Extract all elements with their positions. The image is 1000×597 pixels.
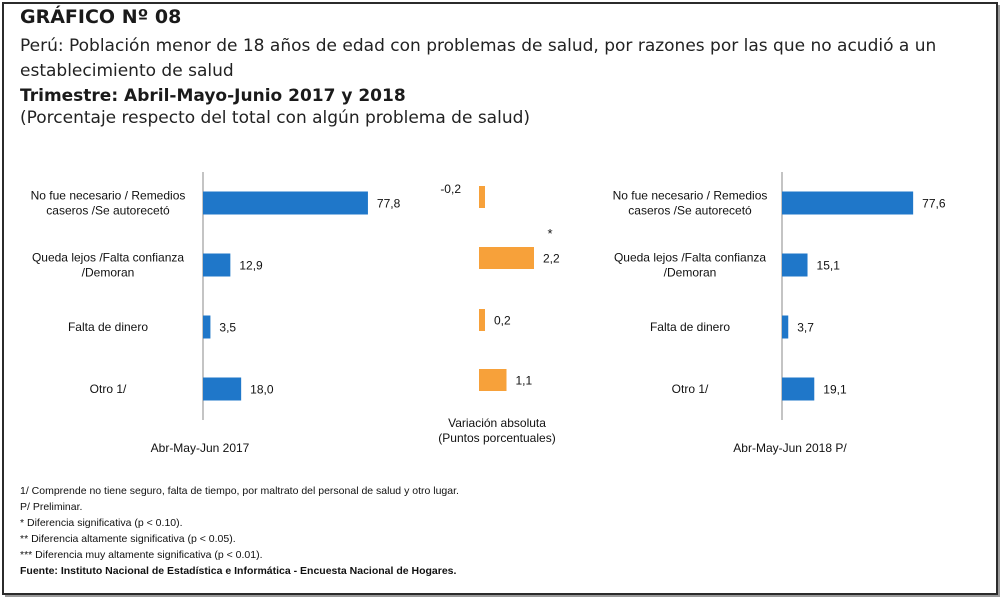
panel-0-category-label: Otro 1/ [90,382,127,396]
figure-units: (Porcentaje respecto del total con algún… [20,108,531,128]
panel-0-category-label: Queda lejos /Falta confianza [32,251,184,265]
panel-2-bar [782,377,815,401]
panel-2-bar [782,315,789,339]
figure-header: GRÁFICO Nº 08 Perú: Población menor de 1… [20,6,980,128]
panel-0-data-label: 77,8 [377,197,401,211]
figure-number: GRÁFICO Nº 08 [20,6,182,28]
panel-2-data-label: 3,7 [797,321,814,335]
figure-period: Trimestre: Abril-Mayo-Junio 2017 y 2018 [20,86,406,106]
footnote-2: P/ Preliminar. [20,501,83,513]
panel-0-category-label: Falta de dinero [68,320,148,334]
panel-2-period-label: Abr-May-Jun 2018 P/ [733,441,847,455]
variation-bar [479,186,485,208]
figure-subtitle: Perú: Población menor de 18 años de edad… [20,36,937,81]
panel-0-data-label: 12,9 [239,259,263,273]
footnote-5: *** Diferencia muy altamente significati… [20,549,263,561]
footnotes: 1/ Comprende no tiene seguro, falta de t… [20,483,459,579]
panel-0-category-label: No fue necesario / Remedios [31,189,186,203]
panel-2-data-label: 77,6 [922,197,946,211]
panel-0-bar [203,315,211,339]
panel-2-category-label: Otro 1/ [672,382,709,396]
panel-2-category-label: Falta de dinero [650,320,730,334]
panel-2-category-label: /Demoran [664,266,717,280]
panel-2-bar [782,253,808,277]
panel-2-data-label: 15,1 [817,259,841,273]
footnote-4: ** Diferencia altamente significativa (p… [20,533,236,545]
panel-2-category-label: caseros /Se autorecetó [628,204,752,218]
variation-bar [479,369,507,391]
panel-0-category-label: caseros /Se autorecetó [46,204,170,218]
panel-0-category-label: /Demoran [82,266,135,280]
panel-0-bar [203,377,242,401]
panel-0-bar [203,253,231,277]
panel-2-bar [782,191,914,215]
footnote-1: 1/ Comprende no tiene seguro, falta de t… [20,485,459,497]
footnote-3: * Diferencia significativa (p < 0.10). [20,517,183,529]
variation-data-label: -0,2 [440,182,461,196]
panel-0-data-label: 18,0 [250,383,274,397]
variation-axis-label: (Puntos porcentuales) [438,431,555,445]
panel-0-bar [203,191,368,215]
variation-data-label: 2,2 [543,252,560,266]
variation-bar [479,309,485,331]
panel-2-category-label: Queda lejos /Falta confianza [614,251,766,265]
variation-data-label: 1,1 [516,374,533,388]
variation-axis-label: Variación absoluta [448,416,546,430]
source-note: Fuente: Instituto Nacional de Estadístic… [20,565,457,577]
panel-2-category-label: No fue necesario / Remedios [613,189,768,203]
variation-bar [479,247,534,269]
panel-0-period-label: Abr-May-Jun 2017 [151,441,250,455]
panel-2-data-label: 19,1 [823,383,847,397]
variation-data-label: 0,2 [494,314,511,328]
panel-0-data-label: 3,5 [219,321,236,335]
significance-marker: * [547,226,552,241]
